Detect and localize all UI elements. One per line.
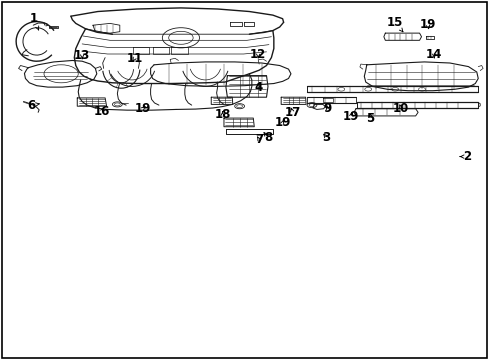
Text: 1: 1 bbox=[29, 12, 39, 30]
Text: 19: 19 bbox=[274, 116, 290, 129]
Text: 11: 11 bbox=[126, 52, 142, 65]
Text: 2: 2 bbox=[459, 150, 470, 163]
Text: 16: 16 bbox=[93, 105, 110, 118]
Text: 3: 3 bbox=[322, 131, 330, 144]
Text: 19: 19 bbox=[342, 111, 359, 123]
Text: 15: 15 bbox=[386, 16, 403, 32]
Text: 18: 18 bbox=[214, 108, 230, 121]
Text: 19: 19 bbox=[134, 102, 151, 115]
Text: 12: 12 bbox=[249, 48, 266, 61]
Text: 13: 13 bbox=[74, 49, 90, 62]
Text: 9: 9 bbox=[323, 102, 331, 115]
Text: 8: 8 bbox=[264, 131, 271, 144]
Text: 17: 17 bbox=[284, 106, 300, 119]
Text: 6: 6 bbox=[28, 99, 39, 112]
Text: 4: 4 bbox=[254, 81, 262, 94]
Text: 14: 14 bbox=[425, 48, 442, 61]
Text: 7: 7 bbox=[255, 133, 263, 146]
Text: 19: 19 bbox=[419, 18, 435, 31]
Text: 5: 5 bbox=[366, 112, 374, 125]
Text: 10: 10 bbox=[392, 102, 408, 114]
